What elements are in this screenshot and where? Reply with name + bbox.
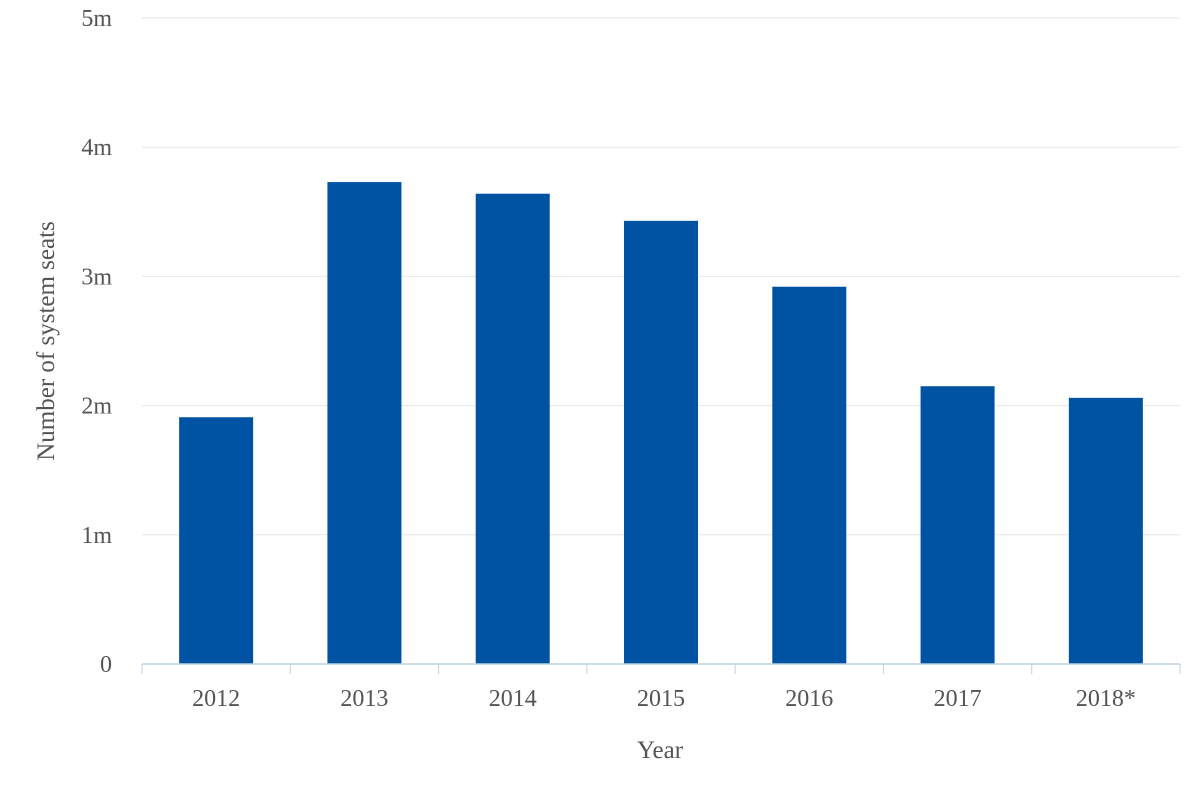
y-tick-label: 3m (81, 264, 112, 290)
y-tick-label: 0 (100, 652, 112, 678)
x-tick-label: 2012 (192, 686, 240, 712)
bar-2017[interactable] (920, 386, 995, 664)
x-tick-label: 2018* (1076, 686, 1136, 712)
bar-2015[interactable] (624, 220, 698, 664)
bar-2014[interactable] (475, 193, 550, 664)
x-tick-label: 2017 (934, 686, 982, 712)
y-axis-title: Number of system seats (33, 221, 60, 461)
y-tick-label: 5m (81, 6, 112, 32)
bar-2018[interactable] (1068, 397, 1143, 664)
x-tick-label: 2013 (340, 686, 388, 712)
y-tick-label: 2m (81, 394, 112, 420)
axes: 0 1m 2m 3m 4m 5m 2012 2013 2014 2015 2016 2017 2018* (81, 6, 1181, 712)
x-axis-title: Year (637, 737, 684, 764)
x-tick-label: 2016 (785, 686, 833, 712)
bar-2013[interactable] (327, 182, 402, 665)
x-tick-label: 2015 (637, 686, 685, 712)
y-tick-label: 4m (81, 135, 112, 161)
bars (179, 182, 1143, 665)
bar-2012[interactable] (179, 417, 254, 664)
x-tick-label: 2014 (489, 686, 537, 712)
bar-2016[interactable] (772, 286, 847, 664)
y-tick-label: 1m (81, 523, 112, 549)
